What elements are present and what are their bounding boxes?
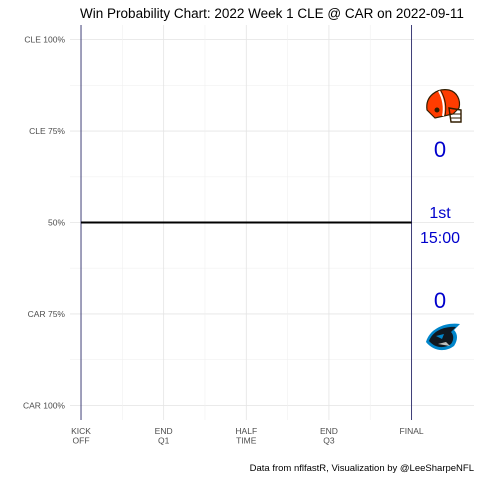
y-tick-labels: CLE 100% CLE 75% 50% CAR 75% CAR 100% <box>23 35 66 411</box>
home-score: 0 <box>434 288 446 313</box>
game-clock: 15:00 <box>420 230 460 247</box>
x-tick-label: END Q1 <box>155 426 173 446</box>
chart-caption: Data from nflfastR, Visualization by @Le… <box>250 463 474 474</box>
x-tick-labels: KICK OFF END Q1 HALF TIME END Q3 FINAL <box>71 426 424 446</box>
y-tick-label: CAR 75% <box>28 309 66 319</box>
carolina-panthers-logo <box>426 323 460 351</box>
y-tick-label: CLE 75% <box>29 126 65 136</box>
away-score: 0 <box>434 137 446 162</box>
chart-title: Win Probability Chart: 2022 Week 1 CLE @… <box>80 6 464 21</box>
x-tick-label: KICK OFF <box>71 426 91 446</box>
game-quarter: 1st <box>429 205 451 222</box>
y-tick-label: 50% <box>48 218 65 228</box>
cleveland-browns-helmet-logo <box>426 89 462 123</box>
y-tick-label: CAR 100% <box>23 400 65 410</box>
x-tick-label: FINAL <box>400 426 424 436</box>
y-tick-label: CLE 100% <box>24 35 65 45</box>
x-tick-label: END Q3 <box>320 426 338 446</box>
x-tick-label: HALF TIME <box>235 426 257 446</box>
